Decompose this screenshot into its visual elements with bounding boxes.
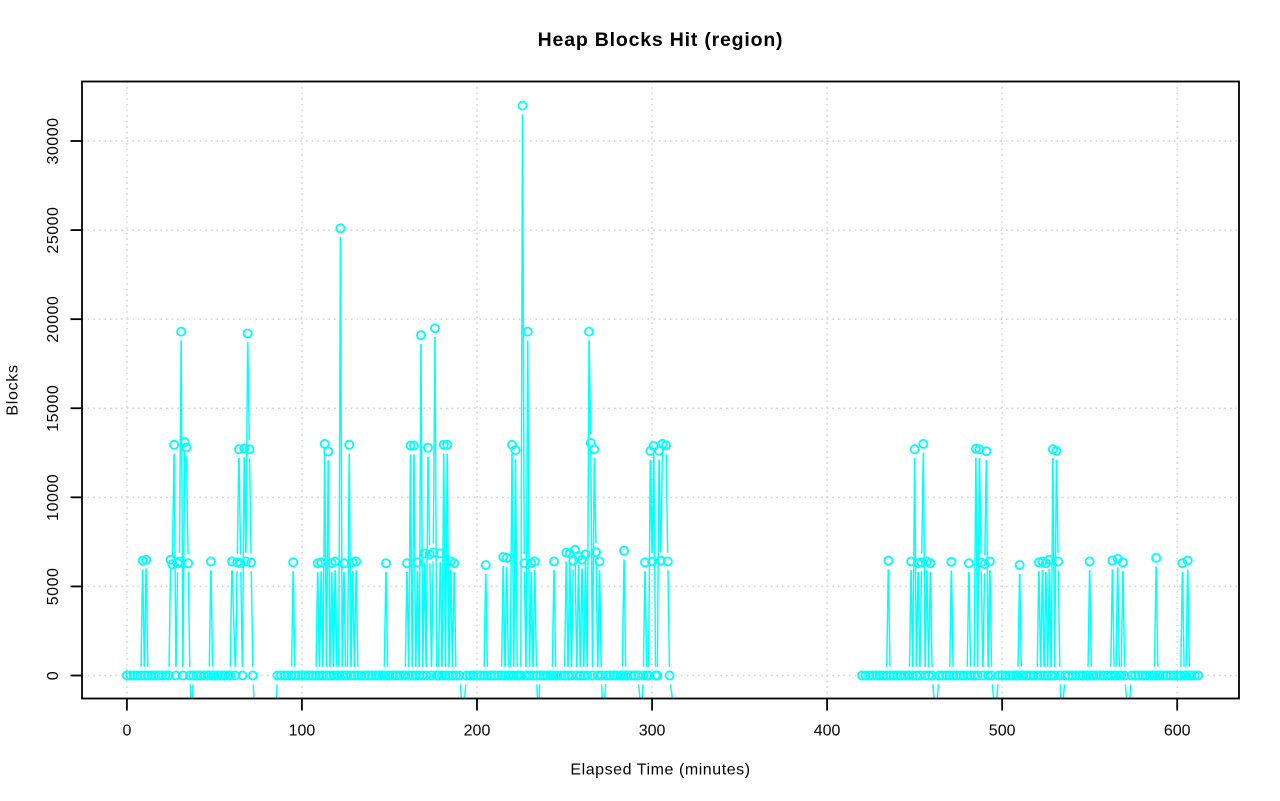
svg-text:30000: 30000	[45, 118, 62, 165]
svg-text:0: 0	[122, 723, 131, 740]
svg-text:200: 200	[464, 723, 491, 740]
svg-text:Elapsed Time (minutes): Elapsed Time (minutes)	[570, 762, 750, 779]
svg-text:10000: 10000	[45, 474, 62, 521]
svg-text:300: 300	[639, 723, 666, 740]
svg-text:5000: 5000	[45, 568, 62, 606]
svg-text:25000: 25000	[45, 207, 62, 254]
svg-text:600: 600	[1164, 723, 1191, 740]
svg-text:400: 400	[814, 723, 841, 740]
svg-text:500: 500	[989, 723, 1016, 740]
svg-text:0: 0	[45, 671, 62, 680]
svg-text:Blocks: Blocks	[5, 364, 22, 415]
svg-text:100: 100	[289, 723, 316, 740]
svg-text:15000: 15000	[45, 385, 62, 432]
svg-text:Heap Blocks Hit (region): Heap Blocks Hit (region)	[538, 29, 784, 51]
svg-text:20000: 20000	[45, 296, 62, 343]
